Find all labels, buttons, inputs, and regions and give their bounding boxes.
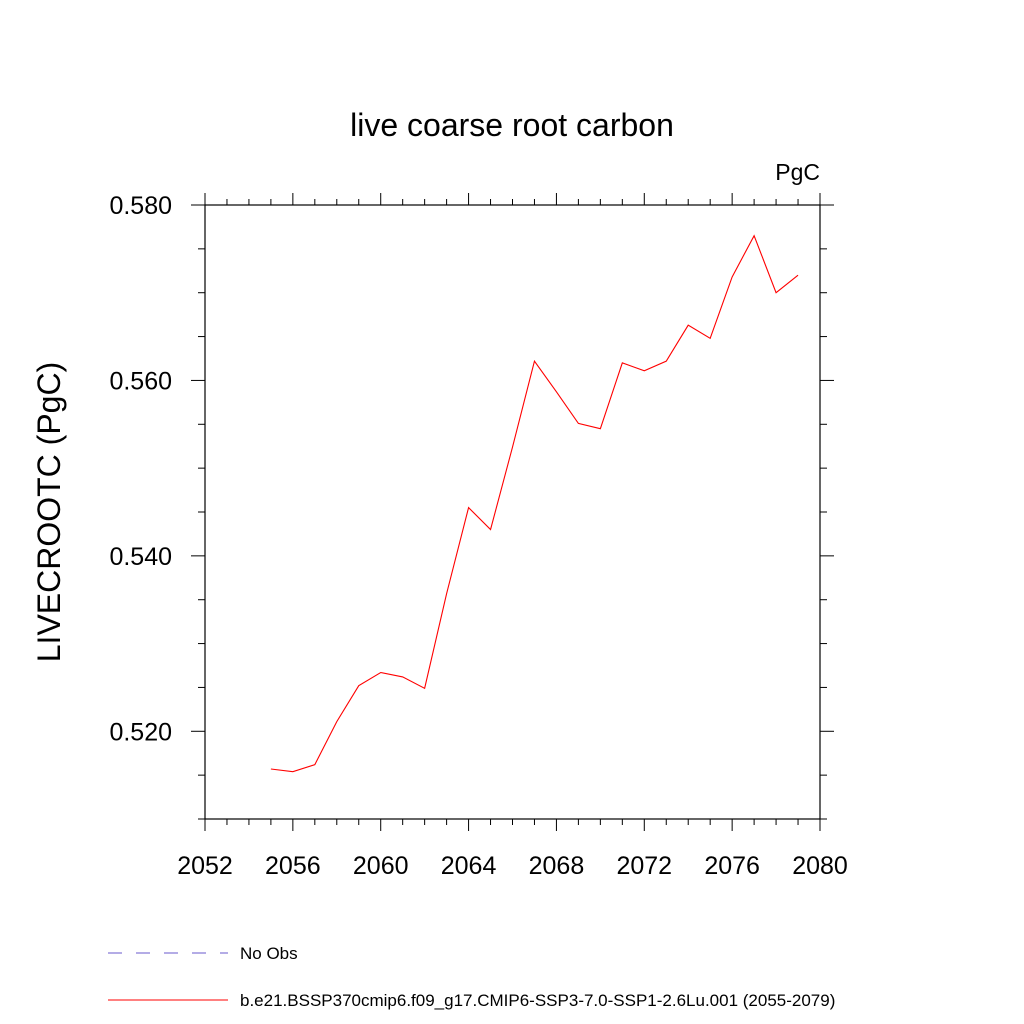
y-tick-labels: 0.520 0.540 0.560 0.580: [109, 192, 172, 746]
plot-frame: [204, 204, 821, 820]
x-tick-label: 2080: [792, 852, 848, 880]
x-tick-label: 2064: [441, 852, 497, 880]
y-tick-label: 0.540: [109, 543, 172, 571]
legend-entry-label: b.e21.BSSP370cmip6.f09_g17.CMIP6-SSP3-7.…: [240, 991, 835, 1010]
y-tick-label: 0.560: [109, 367, 172, 395]
series-line-0: [270, 234, 799, 773]
x-tick-label: 2068: [529, 852, 585, 880]
y-tick-label: 0.580: [109, 192, 172, 220]
x-tick-label: 2060: [353, 852, 409, 880]
series-layer: [270, 234, 799, 773]
x-tick-label: 2056: [265, 852, 321, 880]
legend: No Obs b.e21.BSSP370cmip6.f09_g17.CMIP6-S…: [108, 944, 835, 1010]
units-label: PgC: [775, 159, 820, 185]
legend-entry-label: No Obs: [240, 944, 298, 963]
x-tick-labels: 2052 2056 2060 2064 2068 2072 2076 2080: [177, 852, 848, 880]
axis-ticks: [191, 193, 834, 831]
x-tick-label: 2076: [704, 852, 760, 880]
chart-title: live coarse root carbon: [350, 107, 674, 143]
y-tick-label: 0.520: [109, 718, 172, 746]
x-tick-label: 2072: [616, 852, 672, 880]
y-axis-label: LIVECROOTC (PgC): [31, 362, 67, 662]
x-tick-label: 2052: [177, 852, 233, 880]
